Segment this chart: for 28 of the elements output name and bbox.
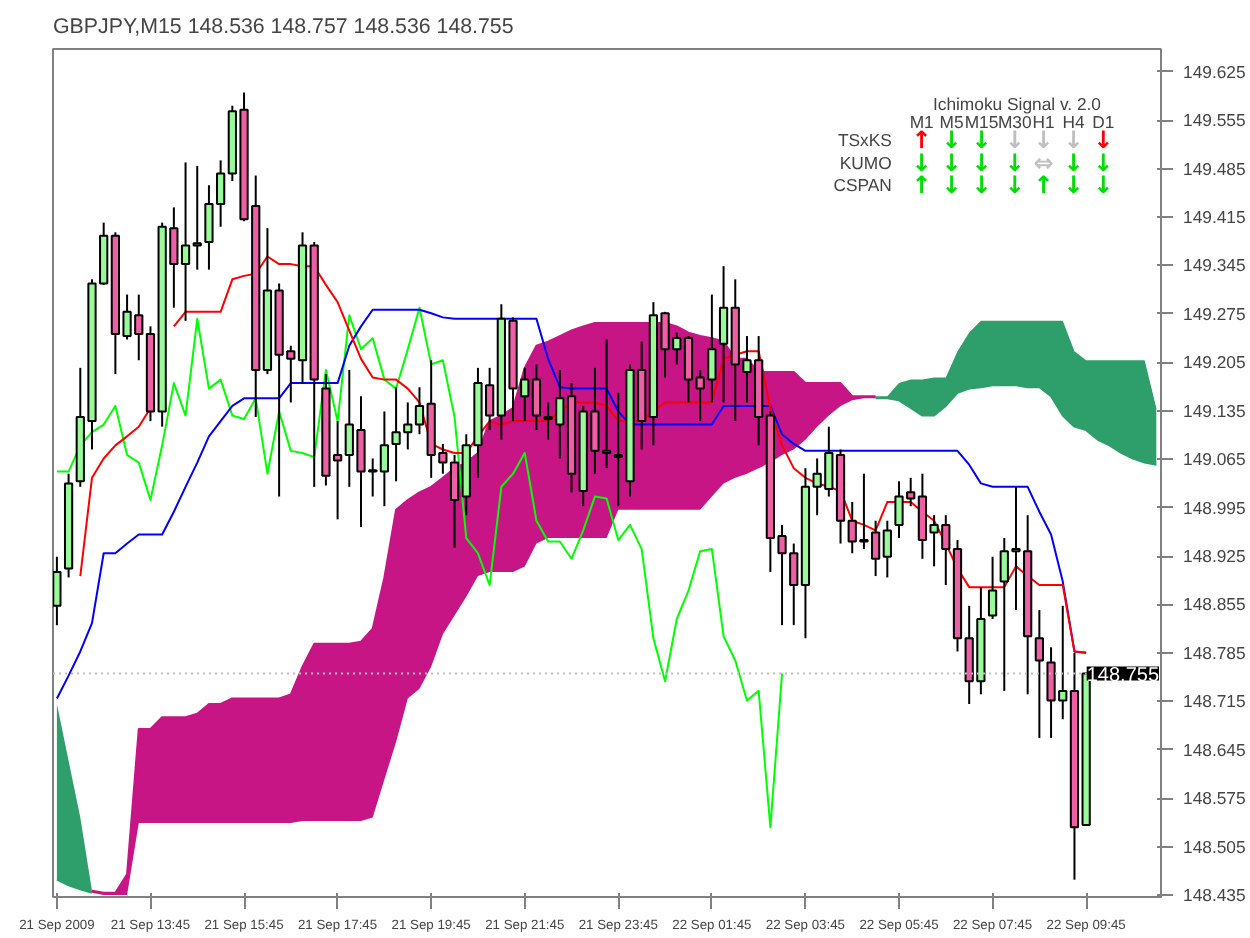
y-tick-label: 148.715 <box>1183 691 1246 712</box>
candlestick <box>987 555 998 620</box>
y-tick-label: 149.135 <box>1183 400 1246 421</box>
annotation: CSPAN <box>833 174 892 195</box>
y-tick-label: 148.505 <box>1183 836 1246 857</box>
y-tick-label: 148.785 <box>1183 642 1246 663</box>
candlestick <box>53 555 62 627</box>
y-tick-label: 149.275 <box>1183 303 1246 324</box>
y-tick-label: 148.435 <box>1183 884 1246 905</box>
y-tick-label: 149.345 <box>1183 255 1246 276</box>
chart-title: GBPJPY,M15 148.536 148.757 148.536 148.755 <box>53 15 514 39</box>
y-tick-label: 149.415 <box>1183 207 1246 228</box>
y-tick-label: 148.855 <box>1183 594 1246 615</box>
candlestick <box>1034 608 1044 739</box>
y-tick-label: 148.645 <box>1183 739 1246 760</box>
y-tick-label: 149.485 <box>1183 158 1246 179</box>
y-tick-label: 149.625 <box>1183 61 1246 82</box>
line-series <box>55 306 784 829</box>
y-tick-label: 149.205 <box>1183 352 1246 373</box>
y-tick-label: 148.925 <box>1183 546 1246 566</box>
y-tick-label: 148.995 <box>1183 497 1246 518</box>
ref-line-label: 148.755 <box>1086 664 1160 687</box>
annotation: KUMO <box>839 152 893 173</box>
y-tick-label: 149.555 <box>1183 110 1246 131</box>
y-tick-label: 148.575 <box>1183 788 1246 809</box>
y-tick-label: 149.065 <box>1183 449 1246 470</box>
annotation: TSxKS <box>837 129 893 150</box>
annotation: Ichimoku Signal v. 2.0 <box>932 94 1102 115</box>
